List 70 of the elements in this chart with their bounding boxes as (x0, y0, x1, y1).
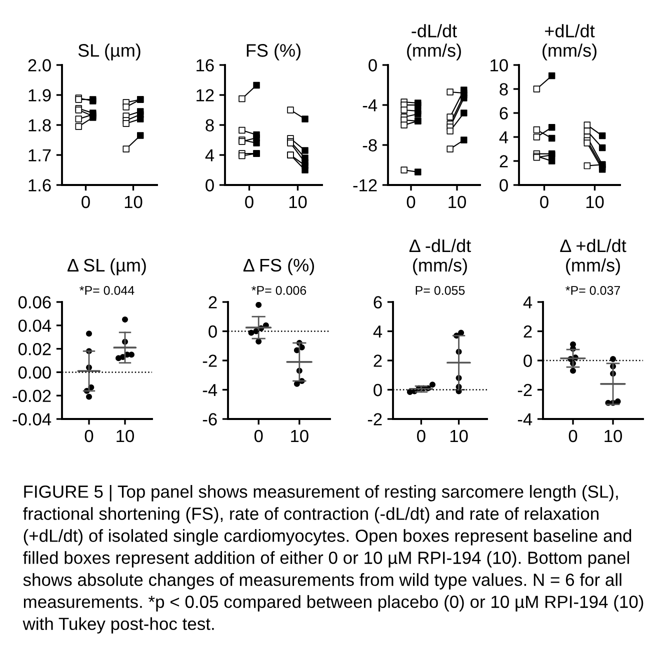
y-tick-label: 0.06 (18, 296, 51, 308)
x-tick-label: 10 (448, 196, 466, 208)
y-tick-label: -0.04 (12, 413, 52, 426)
chart-title: -dL/dt (mm/s) (407, 24, 461, 60)
y-tick-label: 1.8 (28, 119, 51, 132)
text: *P= 0.044 (80, 286, 134, 295)
x-tick-label: 0 (406, 196, 416, 208)
text: P= 0.055 (416, 286, 465, 295)
y-tick-label: 2 (374, 354, 382, 367)
y-tick-label: 1.9 (28, 89, 51, 102)
y-tick-label: 0 (500, 179, 508, 192)
y-tick-label: -12 (353, 179, 377, 192)
x-tick-label: 0 (82, 196, 90, 208)
x-tick-label: 10 (450, 430, 468, 442)
y-tick-label: 16 (196, 59, 214, 72)
y-tick-label: 8 (500, 83, 508, 96)
y-tick-label: 6 (500, 107, 508, 120)
x-tick-label: 10 (289, 196, 307, 208)
x-tick-label: 10 (291, 430, 308, 442)
x-tick-label: 0 (84, 430, 94, 442)
y-tick-label: 0 (524, 354, 532, 367)
y-tick-label: 4 (499, 131, 508, 144)
x-tick-label: 0 (245, 196, 254, 208)
y-tick-label: 2.0 (28, 59, 51, 72)
y-tick-label: 4 (523, 296, 532, 308)
chart-title: FS (%) (246, 44, 300, 60)
y-tick-label: 0 (374, 384, 382, 396)
y-tick-label: -2 (202, 354, 217, 367)
chart-title: Δ FS (%) (243, 258, 314, 276)
y-tick-label: 1.6 (28, 179, 51, 192)
x-tick-label: 10 (604, 430, 622, 442)
y-tick-label: -4 (362, 99, 378, 112)
text: *P= 0.006 (252, 286, 306, 295)
x-tick-label: 10 (124, 196, 142, 208)
y-tick-label: -0.02 (12, 390, 51, 402)
y-tick-label: -2 (518, 384, 532, 396)
x-tick-label: 0 (417, 430, 426, 442)
caption: FIGURE 5 | Top panel shows measurement of resting sarcomere length (SL), fractional shortening (FS), rate of contraction (-dL/dt) and rate of relaxation (+dL/dt) of isolated single cardiomyocytes. Open boxes represent baseline and filled boxes represent addition of either 0 or 10 µM RPI-194 (10). Bottom panel shows absolute changes of measurements from wild type values. N = 6 for all measurements. *p < 0.05 compared between placebo (0) or 10 µM RPI-194 (10) with Tukey post-hoc test. (22, 485, 644, 634)
y-tick-label: 12 (196, 89, 214, 102)
chart-title: Δ +dL/dt (mm/s) (560, 238, 626, 276)
y-tick-label: 0 (208, 325, 217, 338)
y-tick-label: 0.00 (18, 366, 51, 379)
y-tick-label: 0.02 (18, 342, 51, 356)
y-tick-label: 6 (374, 296, 382, 308)
chart-title: +dL/dt (mm/s) (542, 24, 596, 60)
y-tick-label: 4 (373, 326, 382, 338)
y-tick-label: -6 (202, 413, 217, 426)
y-tick-label: 0 (368, 59, 377, 72)
x-tick-label: 0 (540, 196, 548, 208)
x-tick-label: 10 (586, 196, 604, 208)
y-tick-label: -4 (202, 384, 218, 396)
y-tick-label: 2 (208, 296, 217, 308)
y-tick-label: 2 (500, 155, 508, 168)
y-tick-label: 0.04 (18, 320, 52, 332)
y-tick-label: -8 (362, 139, 377, 152)
y-tick-label: 10 (490, 59, 508, 72)
chart-title: Δ -dL/dt (mm/s) (409, 238, 471, 276)
x-tick-label: 0 (254, 430, 263, 442)
y-tick-label: 8 (206, 119, 214, 132)
text: *P= 0.037 (566, 286, 620, 295)
chart-title: SL (µm) (78, 44, 140, 60)
y-tick-label: 4 (205, 149, 214, 162)
x-tick-label: 10 (116, 430, 134, 442)
x-tick-label: 0 (568, 430, 578, 442)
chart-title: Δ SL (µm) (68, 258, 146, 276)
y-tick-label: -4 (518, 413, 532, 426)
y-tick-label: 0 (206, 179, 214, 192)
y-tick-label: -2 (368, 413, 382, 426)
y-tick-label: 2 (524, 325, 532, 338)
y-tick-label: 1.7 (28, 149, 51, 162)
